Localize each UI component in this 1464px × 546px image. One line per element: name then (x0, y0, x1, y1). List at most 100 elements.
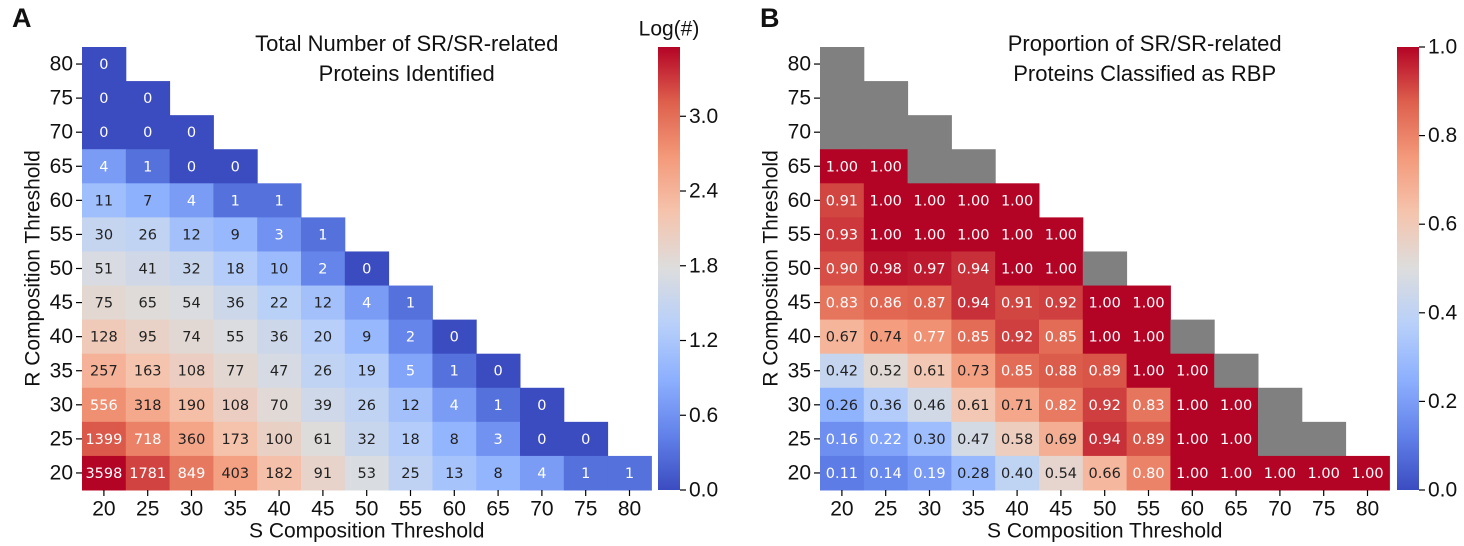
cell-label: 2 (318, 262, 327, 278)
chart-title: Proportion of SR/SR-related (1008, 31, 1282, 56)
cell (388, 455, 433, 491)
cell (863, 353, 909, 389)
cell-label: 1.00 (957, 227, 989, 243)
colorbar-tick-label: 1.2 (689, 329, 718, 352)
cell-label: 1.00 (1089, 330, 1121, 346)
cell-label: 54 (182, 296, 200, 312)
cell-label: 1.00 (1001, 193, 1033, 209)
cell-label: 20 (314, 330, 332, 346)
cell (257, 217, 302, 252)
cell-label: 1 (406, 296, 415, 312)
cell-label: 22 (270, 296, 288, 312)
cell (1126, 353, 1171, 389)
cell (476, 387, 521, 423)
cell (257, 353, 302, 389)
cell-label: 32 (182, 262, 200, 278)
colorbar-tick-label: 0.0 (689, 479, 718, 502)
cell-label: 718 (134, 432, 162, 448)
cell-label: 100 (265, 432, 293, 448)
missing-cell (907, 115, 952, 150)
cell-label: 849 (178, 466, 206, 482)
cell-label: 91 (314, 466, 332, 482)
cell-label: 0 (231, 159, 240, 175)
cell (1039, 421, 1084, 457)
cell (257, 319, 302, 355)
cell-label: 0.88 (1045, 364, 1077, 380)
cell-label: 13 (445, 466, 463, 482)
cell-label: 26 (357, 398, 375, 414)
cell-label: 0.87 (913, 296, 945, 312)
cell (257, 251, 302, 287)
cell-label: 0.94 (957, 296, 989, 312)
cell (344, 251, 390, 287)
cell (907, 421, 952, 457)
cell-label: 0.98 (870, 262, 902, 278)
chart-title: Proteins Classified as RBP (1013, 61, 1276, 86)
cell (951, 319, 996, 355)
y-tick-label: 40 (50, 325, 73, 348)
cell-label: 1.00 (1045, 227, 1077, 243)
cell (1082, 387, 1128, 423)
cell-label: 30 (95, 227, 113, 243)
cell (520, 421, 565, 457)
cell-label: 4 (362, 296, 371, 312)
cell-label: 1 (581, 466, 590, 482)
cell-label: 128 (90, 330, 118, 346)
cell-label: 0.89 (1089, 364, 1121, 380)
cell (476, 455, 521, 491)
cell (344, 353, 390, 389)
cell (125, 217, 171, 252)
cell (820, 319, 865, 355)
cell-label: 0 (493, 364, 502, 380)
cell (125, 319, 171, 355)
cell (213, 353, 258, 389)
missing-cell (1301, 421, 1347, 457)
y-tick-label: 40 (788, 325, 811, 348)
cell (1039, 285, 1084, 321)
cell (169, 183, 214, 218)
cell-label: 182 (265, 466, 293, 482)
cell-label: 0.91 (826, 193, 858, 209)
cell-label: 0.30 (913, 432, 945, 448)
cell (863, 251, 909, 287)
cell (213, 217, 258, 252)
colorbar-tick-label: 0.0 (1428, 479, 1457, 502)
cell (82, 353, 127, 389)
missing-cell (820, 47, 865, 82)
cell-label: 1.00 (1132, 364, 1164, 380)
cell-label: 36 (270, 330, 288, 346)
y-tick-label: 30 (50, 393, 73, 416)
x-tick-label: 20 (92, 498, 115, 521)
colorbar-tick-label: 0.6 (1428, 213, 1457, 236)
missing-cell (1214, 353, 1259, 389)
cell-label: 0.26 (826, 398, 858, 414)
cell (995, 217, 1040, 252)
cell (951, 285, 996, 321)
cell (213, 319, 258, 355)
cell (432, 455, 477, 491)
cell (607, 455, 652, 491)
cell (995, 421, 1040, 457)
y-tick-label: 35 (50, 359, 73, 382)
x-tick-label: 35 (224, 498, 247, 521)
cell (951, 387, 996, 423)
missing-cell (1170, 319, 1215, 355)
cell-label: 0.46 (913, 398, 945, 414)
cell-label: 0 (187, 125, 196, 141)
cell-label: 0.67 (826, 330, 858, 346)
cell (82, 81, 127, 116)
cell (907, 217, 952, 252)
y-axis-label: R Composition Threshold (22, 150, 45, 387)
cell-label: 95 (138, 330, 156, 346)
cell-label: 0.85 (1045, 330, 1077, 346)
x-tick-label: 45 (1049, 498, 1072, 521)
cell-label: 1 (231, 193, 240, 209)
x-tick-label: 65 (1224, 498, 1247, 521)
cell (257, 183, 302, 218)
cell (995, 251, 1040, 287)
cell-label: 0.54 (1045, 466, 1077, 482)
cell (820, 285, 865, 321)
cell-label: 1.00 (1176, 432, 1208, 448)
cell (82, 183, 127, 218)
